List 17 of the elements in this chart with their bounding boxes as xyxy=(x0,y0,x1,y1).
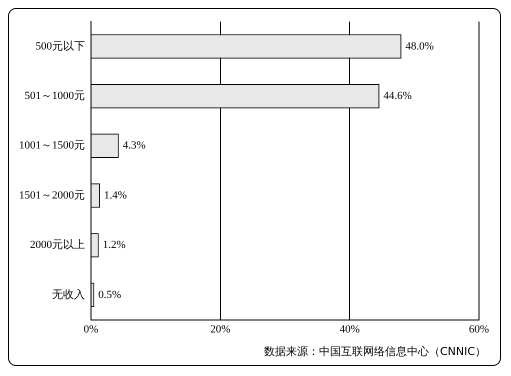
data-label: 4.3% xyxy=(122,140,146,152)
source-note: 数据来源：中国互联网络信息中心（CNNIC） xyxy=(264,344,486,359)
y-tick-label: 501～1000元 xyxy=(24,90,85,102)
data-label: 48.0% xyxy=(405,40,434,52)
x-tick-label: 40% xyxy=(340,323,360,336)
data-label: 44.6% xyxy=(383,90,412,102)
x-tick-label: 20% xyxy=(210,323,230,336)
y-tick-label: 500元以下 xyxy=(36,39,85,52)
x-tick-label: 0% xyxy=(84,323,98,336)
y-tick-label: 无收入 xyxy=(52,288,85,301)
y-tick-label: 2000元以上 xyxy=(30,238,85,252)
data-label: 0.5% xyxy=(98,288,122,301)
data-label: 1.4% xyxy=(104,189,127,202)
x-tick-label: 60% xyxy=(468,323,490,336)
y-tick-label: 1001～1500元 xyxy=(19,140,85,152)
y-tick-label: 1501～2000元 xyxy=(19,189,85,202)
data-label: 1.2% xyxy=(102,239,126,252)
